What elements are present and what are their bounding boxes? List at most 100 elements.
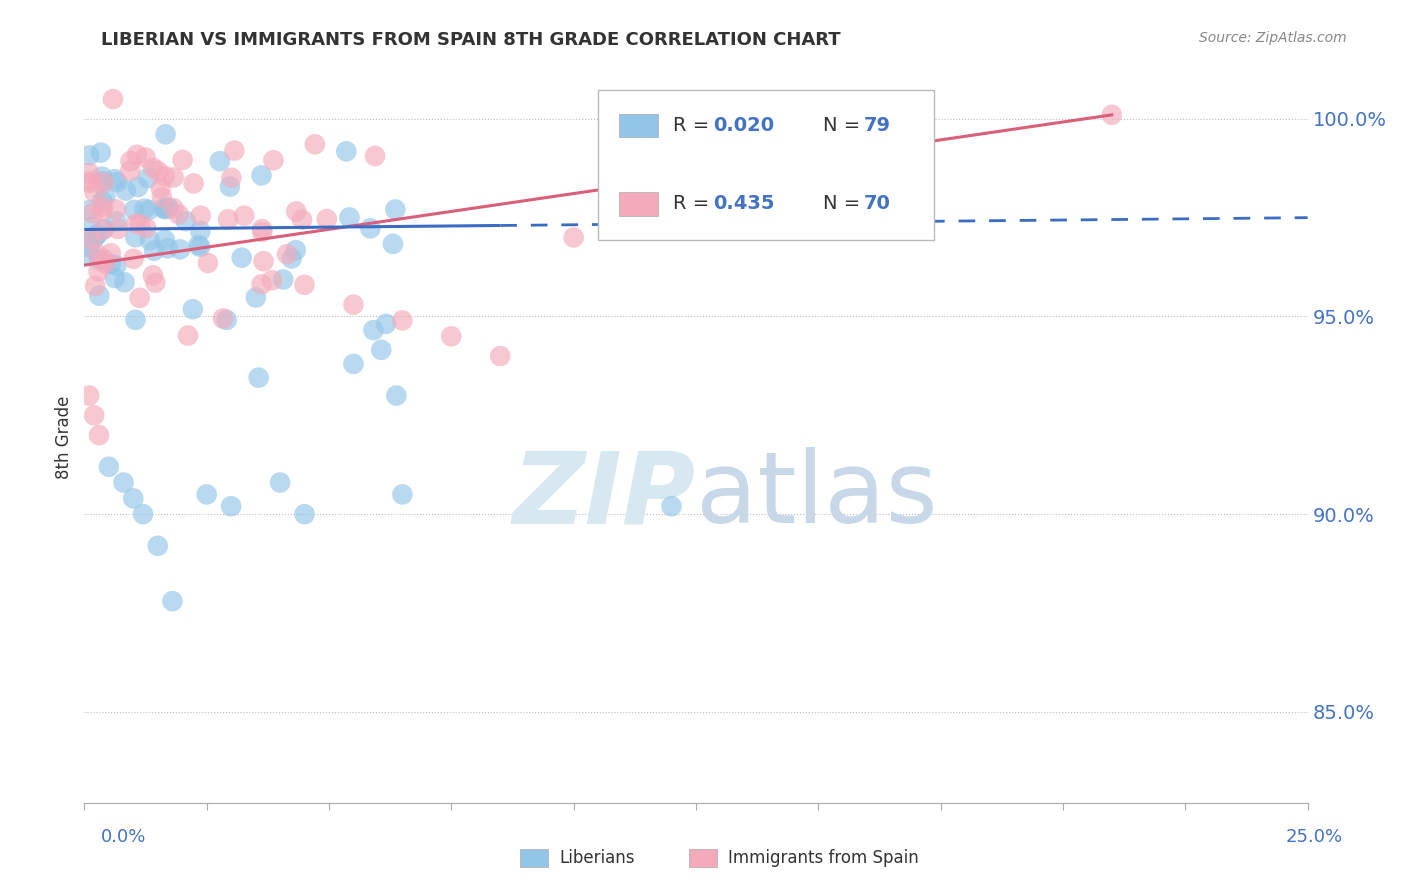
Point xyxy=(91,203,114,218)
Point xyxy=(335,145,357,159)
Point xyxy=(188,224,211,238)
Point xyxy=(381,236,404,251)
Point xyxy=(135,151,157,165)
Point xyxy=(157,201,180,215)
Point xyxy=(143,244,166,258)
Point xyxy=(294,277,316,292)
Text: 0.435: 0.435 xyxy=(713,194,775,213)
Point xyxy=(91,194,114,209)
Text: 25.0%: 25.0% xyxy=(1285,828,1343,846)
Point xyxy=(142,268,165,283)
Point xyxy=(91,169,114,184)
Point xyxy=(82,206,104,220)
Point xyxy=(188,240,211,254)
Point xyxy=(489,349,512,363)
Point xyxy=(156,202,179,216)
Point xyxy=(190,209,212,223)
Point xyxy=(181,302,204,317)
Point xyxy=(177,328,200,343)
Point xyxy=(146,539,169,553)
Point xyxy=(304,137,326,152)
Point xyxy=(250,169,273,183)
Point xyxy=(233,209,256,223)
Point xyxy=(162,594,184,608)
Point xyxy=(80,176,103,190)
Point xyxy=(84,279,107,293)
Point xyxy=(114,275,136,289)
Text: 70: 70 xyxy=(863,194,890,213)
Point xyxy=(359,221,381,235)
Point xyxy=(83,185,105,199)
Point xyxy=(315,212,337,227)
Point xyxy=(252,225,274,239)
Point xyxy=(94,256,117,270)
Point xyxy=(100,257,122,271)
Point xyxy=(440,329,463,343)
Point xyxy=(79,220,101,235)
Point xyxy=(86,227,108,242)
Point xyxy=(280,252,302,266)
Point xyxy=(391,313,413,327)
Point xyxy=(262,153,284,168)
Point xyxy=(77,388,100,402)
Text: 79: 79 xyxy=(863,116,890,135)
Point xyxy=(291,212,314,227)
Point xyxy=(82,233,104,247)
Text: N =: N = xyxy=(823,116,866,135)
Point xyxy=(271,272,294,286)
Point xyxy=(156,241,179,255)
Point xyxy=(172,153,194,167)
Point xyxy=(342,298,364,312)
Point xyxy=(80,232,103,246)
Point xyxy=(162,170,184,185)
Point xyxy=(364,149,387,163)
Point xyxy=(183,177,205,191)
Point xyxy=(285,204,308,219)
Point xyxy=(221,170,243,185)
Point xyxy=(148,164,170,178)
Y-axis label: 8th Grade: 8th Grade xyxy=(55,395,73,479)
Point xyxy=(124,230,146,244)
Point xyxy=(375,317,398,331)
Point xyxy=(89,252,111,267)
Point xyxy=(125,148,148,162)
Point xyxy=(79,240,101,254)
Point xyxy=(208,154,231,169)
Point xyxy=(77,203,100,218)
Point xyxy=(87,264,110,278)
Point xyxy=(167,207,190,221)
Point xyxy=(77,174,100,188)
Point xyxy=(260,273,283,287)
Point xyxy=(252,254,274,268)
Point xyxy=(342,357,364,371)
Point xyxy=(136,170,159,185)
Point xyxy=(562,230,585,244)
Point xyxy=(187,238,209,252)
Point xyxy=(169,243,191,257)
Text: R =: R = xyxy=(672,194,716,213)
Point xyxy=(1101,108,1123,122)
Point xyxy=(124,313,146,327)
Point xyxy=(132,507,155,521)
Point xyxy=(245,290,267,304)
Point xyxy=(250,277,273,292)
Point xyxy=(120,154,142,169)
Point xyxy=(661,500,683,514)
Point xyxy=(339,211,361,225)
Point xyxy=(224,144,246,158)
Point xyxy=(87,428,110,442)
Point xyxy=(120,164,142,178)
Text: atlas: atlas xyxy=(696,447,938,544)
Point xyxy=(94,189,117,203)
Point xyxy=(370,343,392,357)
Point xyxy=(385,388,408,402)
Point xyxy=(128,291,150,305)
Point xyxy=(91,174,114,188)
Point xyxy=(276,247,298,261)
Point xyxy=(153,233,176,247)
Point xyxy=(174,214,197,228)
Point xyxy=(104,202,127,217)
Point xyxy=(217,212,239,227)
Point xyxy=(142,161,165,175)
Point xyxy=(231,251,253,265)
